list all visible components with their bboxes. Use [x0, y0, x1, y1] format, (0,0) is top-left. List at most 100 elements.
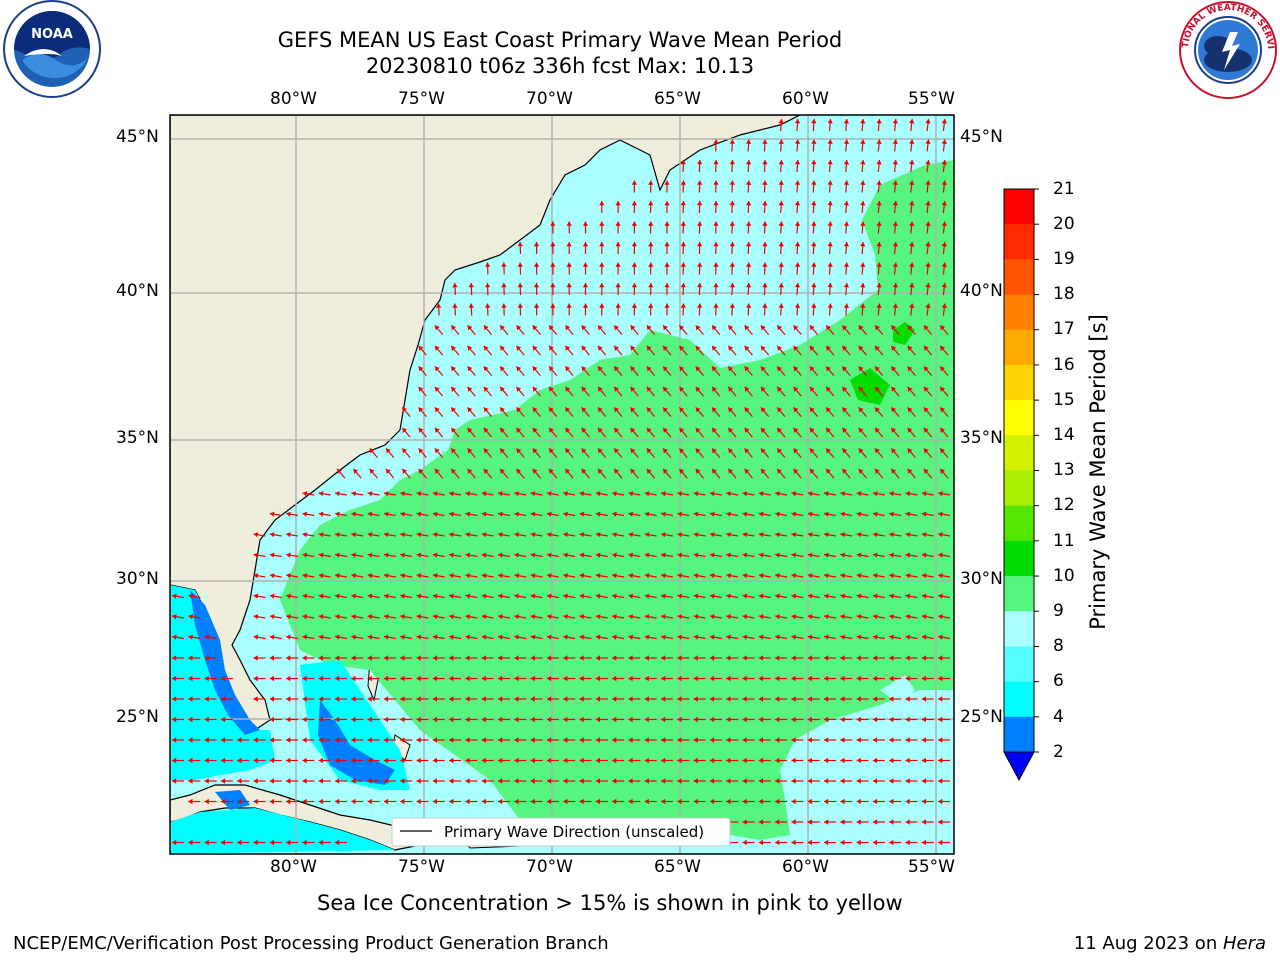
lat-label-left: 30°N: [116, 569, 159, 589]
wave-direction-arrowhead: [824, 778, 829, 784]
wave-direction-arrowhead: [302, 491, 308, 497]
wave-direction-arrowhead: [921, 757, 926, 764]
wave-direction-arrowhead: [677, 757, 682, 764]
wave-direction-arrowhead: [778, 160, 784, 165]
wave-direction-arrowhead: [909, 303, 915, 308]
wave-direction-arrowhead: [612, 491, 617, 497]
wave-direction-arrowhead: [860, 303, 866, 308]
wave-direction-arrowhead: [923, 407, 929, 413]
wave-direction-arrowhead: [693, 716, 698, 723]
wave-direction-arrowhead: [742, 778, 747, 784]
wave-direction-arrowhead: [579, 573, 585, 579]
legend-box: [391, 817, 731, 847]
lon-label-top: 60°W: [782, 89, 829, 109]
colorbar-swatch: [1004, 329, 1034, 366]
wave-direction-arrowhead: [905, 511, 911, 517]
wave-direction-arrowhead: [465, 511, 471, 517]
wave-direction-arrowhead: [809, 468, 815, 474]
wave-direction-arrowhead: [807, 778, 812, 784]
wave-direction-arrowhead: [762, 221, 768, 226]
wave-direction-arrowhead: [827, 283, 833, 288]
chart-subtitle: 20230810 t06z 336h fcst Max: 10.13: [365, 54, 755, 78]
wave-direction-arrowhead: [712, 386, 717, 392]
wave-direction-arrowhead: [680, 180, 686, 185]
wave-direction-arrowhead: [644, 696, 649, 702]
wave-direction-arrowhead: [824, 839, 829, 846]
wave-direction-arrowhead: [351, 634, 356, 640]
wave-direction-arrowhead: [550, 262, 556, 267]
wave-direction-arrowhead: [432, 532, 438, 538]
wave-direction-arrowhead: [842, 325, 848, 331]
wave-direction-arrowhead: [467, 386, 473, 392]
wave-direction-arrowhead: [938, 696, 943, 702]
wave-direction-arrowhead: [467, 407, 473, 413]
colorbar-tick: 9: [1053, 601, 1064, 621]
wave-direction-arrowhead: [188, 634, 193, 640]
wave-direction-arrowhead: [664, 262, 670, 267]
wave-direction-arrowhead: [481, 573, 487, 579]
wave-direction-arrowhead: [742, 655, 747, 661]
wave-direction-arrowhead: [872, 655, 878, 661]
wave-direction-arrowhead: [483, 345, 489, 351]
wave-direction-arrowhead: [597, 427, 603, 433]
wave-direction-arrowhead: [712, 345, 717, 351]
wave-direction-arrowhead: [514, 716, 519, 723]
wave-direction-arrowhead: [940, 407, 945, 413]
wave-direction-arrowhead: [905, 839, 910, 846]
wave-direction-arrowhead: [514, 614, 519, 620]
wave-direction-arrowhead: [758, 798, 763, 805]
wave-direction-arrowhead: [498, 491, 503, 497]
wave-direction-arrowhead: [172, 593, 177, 599]
wave-direction-arrowhead: [546, 757, 552, 764]
wave-direction-arrowhead: [921, 573, 927, 579]
wave-direction-arrowhead: [745, 160, 752, 165]
wave-direction-arrowhead: [875, 448, 880, 454]
wave-direction-arrowhead: [367, 675, 372, 682]
wave-direction-arrowhead: [909, 262, 915, 267]
wave-direction-arrowhead: [794, 119, 801, 124]
wave-direction-arrowhead: [532, 345, 538, 351]
wave-direction-arrowhead: [449, 593, 454, 599]
wave-direction-arrowhead: [709, 757, 715, 764]
wave-direction-arrowhead: [501, 262, 507, 267]
wave-direction-arrowhead: [384, 614, 389, 620]
wave-direction-arrowhead: [595, 573, 601, 579]
wave-direction-arrowhead: [856, 737, 861, 743]
wave-direction-arrowhead: [663, 448, 668, 454]
wave-direction-arrowhead: [418, 427, 424, 433]
wave-direction-arrowhead: [644, 716, 649, 723]
wave-direction-arrowhead: [335, 511, 340, 517]
wave-direction-arrowhead: [400, 511, 405, 517]
wave-direction-arrowhead: [530, 593, 536, 599]
colorbar-tick: 17: [1053, 319, 1075, 339]
wave-direction-arrowhead: [873, 614, 878, 620]
colorbar-swatch: [1004, 540, 1034, 577]
legend-label: Primary Wave Direction (unscaled): [444, 823, 704, 841]
wave-direction-arrowhead: [335, 757, 340, 764]
wave-direction-arrowhead: [794, 242, 801, 247]
wave-direction-arrowhead: [351, 511, 356, 517]
wave-direction-arrowhead: [777, 407, 782, 413]
wave-direction-arrowhead: [644, 737, 649, 743]
wave-direction-arrowhead: [595, 757, 600, 764]
wave-direction-arrowhead: [873, 511, 878, 517]
wave-direction-arrowhead: [614, 345, 619, 351]
wave-direction-arrowhead: [712, 325, 717, 331]
wave-direction-arrowhead: [745, 283, 752, 288]
wave-direction-arrowhead: [876, 262, 882, 267]
wave-direction-arrowhead: [909, 139, 915, 144]
wave-direction-arrowhead: [335, 491, 340, 497]
wave-direction-arrowhead: [713, 242, 719, 247]
wave-direction-arrowhead: [628, 634, 634, 640]
wave-direction-arrowhead: [449, 655, 454, 661]
wave-direction-arrowhead: [742, 696, 747, 702]
wave-direction-arrowhead: [925, 242, 931, 247]
wave-direction-arrowhead: [889, 614, 894, 620]
lon-label-top: 65°W: [654, 89, 701, 109]
wave-direction-arrowhead: [875, 468, 880, 474]
wave-direction-arrowhead: [302, 532, 308, 538]
wave-direction-arrowhead: [599, 221, 605, 226]
wave-direction-arrowhead: [318, 696, 323, 702]
wave-direction-arrowhead: [615, 262, 621, 267]
wave-direction-arrowhead: [661, 532, 666, 538]
